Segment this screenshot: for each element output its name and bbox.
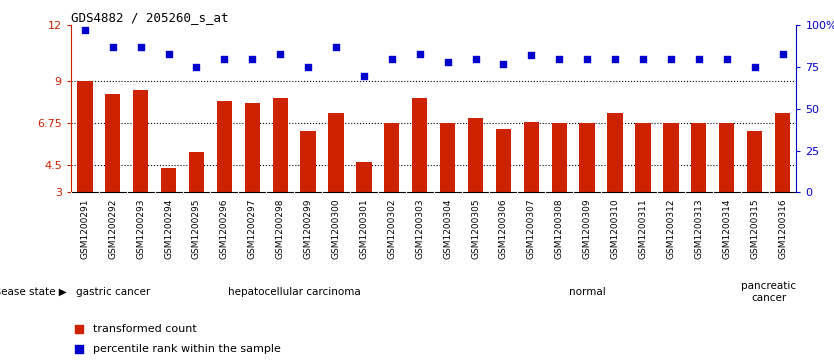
Text: GSM1200314: GSM1200314: [722, 199, 731, 259]
Point: [190, 64, 203, 70]
Bar: [273, 98, 288, 192]
Bar: [691, 123, 706, 192]
Point: [636, 56, 650, 62]
Point: [162, 51, 175, 57]
Text: GSM1200294: GSM1200294: [164, 199, 173, 259]
Text: GSM1200302: GSM1200302: [387, 199, 396, 259]
Text: GSM1200291: GSM1200291: [80, 199, 89, 259]
Text: GSM1200305: GSM1200305: [471, 198, 480, 259]
Point: [134, 44, 148, 50]
Bar: [412, 98, 427, 192]
Point: [748, 64, 761, 70]
Text: transformed count: transformed count: [93, 325, 197, 334]
Bar: [133, 90, 148, 192]
Bar: [329, 113, 344, 192]
Text: percentile rank within the sample: percentile rank within the sample: [93, 344, 281, 354]
Point: [553, 56, 566, 62]
Point: [497, 61, 510, 67]
Point: [106, 44, 119, 50]
Bar: [747, 131, 762, 192]
Text: GSM1200292: GSM1200292: [108, 199, 118, 259]
Text: GSM1200315: GSM1200315: [750, 198, 759, 259]
Bar: [161, 168, 176, 192]
Text: disease state ▶: disease state ▶: [0, 287, 67, 297]
Text: GSM1200296: GSM1200296: [220, 199, 229, 259]
Text: GSM1200308: GSM1200308: [555, 198, 564, 259]
Point: [329, 44, 343, 50]
Text: GSM1200309: GSM1200309: [583, 198, 591, 259]
Text: GSM1200311: GSM1200311: [639, 198, 647, 259]
Bar: [468, 118, 483, 192]
Text: GSM1200293: GSM1200293: [136, 199, 145, 259]
Text: pancreatic
cancer: pancreatic cancer: [741, 281, 796, 303]
Bar: [384, 123, 399, 192]
Bar: [580, 123, 595, 192]
Text: GSM1200310: GSM1200310: [610, 198, 620, 259]
Text: GSM1200297: GSM1200297: [248, 199, 257, 259]
Text: GSM1200306: GSM1200306: [499, 198, 508, 259]
Point: [692, 56, 706, 62]
Text: GSM1200312: GSM1200312: [666, 199, 676, 259]
Point: [301, 64, 314, 70]
Bar: [551, 123, 567, 192]
Bar: [78, 81, 93, 192]
Bar: [663, 123, 679, 192]
Text: GSM1200303: GSM1200303: [415, 198, 425, 259]
Bar: [719, 123, 735, 192]
Text: GSM1200304: GSM1200304: [443, 199, 452, 259]
Text: GSM1200295: GSM1200295: [192, 199, 201, 259]
Point: [357, 73, 370, 78]
Point: [73, 346, 86, 352]
Bar: [524, 122, 539, 192]
Point: [441, 59, 455, 65]
Point: [664, 56, 677, 62]
Text: GSM1200298: GSM1200298: [276, 199, 284, 259]
Point: [776, 51, 789, 57]
Text: gastric cancer: gastric cancer: [76, 287, 150, 297]
Bar: [300, 131, 316, 192]
Bar: [356, 162, 372, 192]
Point: [580, 56, 594, 62]
Point: [245, 56, 259, 62]
Bar: [217, 102, 232, 192]
Point: [720, 56, 733, 62]
Point: [469, 56, 482, 62]
Text: GSM1200301: GSM1200301: [359, 198, 369, 259]
Point: [413, 51, 426, 57]
Point: [608, 56, 621, 62]
Text: GSM1200307: GSM1200307: [527, 198, 536, 259]
Bar: [636, 123, 651, 192]
Text: GSM1200299: GSM1200299: [304, 199, 313, 259]
Text: GSM1200316: GSM1200316: [778, 198, 787, 259]
Bar: [105, 94, 120, 192]
Text: hepatocellular carcinoma: hepatocellular carcinoma: [228, 287, 360, 297]
Bar: [607, 113, 623, 192]
Text: GSM1200300: GSM1200300: [331, 198, 340, 259]
Point: [385, 56, 399, 62]
Bar: [775, 113, 790, 192]
Text: GDS4882 / 205260_s_at: GDS4882 / 205260_s_at: [71, 11, 229, 24]
Point: [73, 327, 86, 333]
Point: [218, 56, 231, 62]
Bar: [188, 152, 204, 192]
Bar: [244, 103, 260, 192]
Bar: [495, 129, 511, 192]
Text: normal: normal: [569, 287, 605, 297]
Text: GSM1200313: GSM1200313: [694, 198, 703, 259]
Point: [78, 28, 92, 33]
Bar: [440, 123, 455, 192]
Point: [274, 51, 287, 57]
Point: [525, 53, 538, 58]
